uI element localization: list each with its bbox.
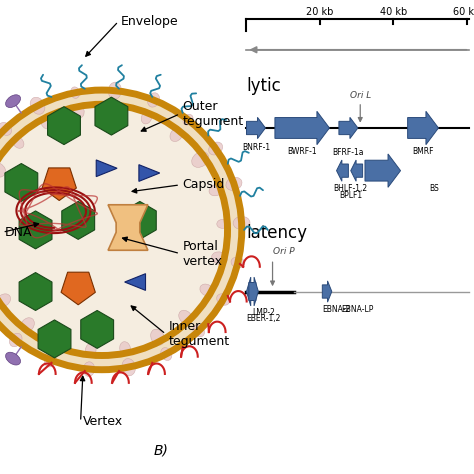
Ellipse shape <box>108 82 121 99</box>
Text: Ori L: Ori L <box>350 91 371 100</box>
Polygon shape <box>81 310 114 348</box>
Ellipse shape <box>209 184 223 196</box>
Ellipse shape <box>85 343 96 357</box>
Ellipse shape <box>73 104 84 118</box>
Text: EBNA-LP: EBNA-LP <box>341 305 374 314</box>
Polygon shape <box>5 164 38 201</box>
Polygon shape <box>47 107 81 145</box>
Ellipse shape <box>83 362 95 376</box>
Polygon shape <box>42 168 76 201</box>
Polygon shape <box>108 205 148 250</box>
Polygon shape <box>351 160 363 181</box>
Ellipse shape <box>233 217 250 229</box>
Text: BMRF: BMRF <box>412 147 434 156</box>
Ellipse shape <box>107 101 119 118</box>
Text: DNA: DNA <box>5 226 32 239</box>
Text: Vertex: Vertex <box>83 415 123 428</box>
Ellipse shape <box>9 333 22 346</box>
Polygon shape <box>139 164 160 182</box>
Text: latency: latency <box>246 224 308 242</box>
Ellipse shape <box>193 325 204 337</box>
Text: BHLF-1,2: BHLF-1,2 <box>334 184 368 193</box>
Text: BNRF-1: BNRF-1 <box>242 143 270 152</box>
Text: 60 kb: 60 kb <box>453 7 474 17</box>
Ellipse shape <box>170 128 183 142</box>
Polygon shape <box>19 211 52 249</box>
Polygon shape <box>96 160 117 177</box>
Polygon shape <box>275 111 329 145</box>
Text: Inner
tegument: Inner tegument <box>168 320 229 348</box>
Ellipse shape <box>191 152 209 167</box>
Polygon shape <box>322 281 332 302</box>
Ellipse shape <box>120 342 130 356</box>
Polygon shape <box>62 201 95 239</box>
Ellipse shape <box>211 252 228 264</box>
Polygon shape <box>408 111 438 145</box>
Ellipse shape <box>6 352 20 365</box>
Ellipse shape <box>179 310 192 324</box>
Polygon shape <box>337 160 348 181</box>
Ellipse shape <box>217 294 230 305</box>
Ellipse shape <box>161 347 172 360</box>
Ellipse shape <box>0 122 11 136</box>
Text: Envelope: Envelope <box>121 15 179 28</box>
Ellipse shape <box>151 329 164 345</box>
Text: BS: BS <box>429 184 439 193</box>
Polygon shape <box>19 273 52 310</box>
Ellipse shape <box>122 358 136 376</box>
Text: EBNA-2: EBNA-2 <box>322 305 351 314</box>
Polygon shape <box>249 277 258 306</box>
Polygon shape <box>246 118 265 138</box>
Text: Portal
vertex: Portal vertex <box>182 239 222 268</box>
Text: BPLF1: BPLF1 <box>339 191 362 200</box>
Ellipse shape <box>147 93 160 107</box>
Text: BWRF-1: BWRF-1 <box>287 147 317 156</box>
Ellipse shape <box>209 142 223 155</box>
Ellipse shape <box>52 336 62 348</box>
Circle shape <box>0 92 239 367</box>
Ellipse shape <box>71 87 80 99</box>
Ellipse shape <box>0 294 10 307</box>
Text: lytic: lytic <box>246 77 281 95</box>
Ellipse shape <box>13 137 24 148</box>
Polygon shape <box>246 277 256 306</box>
Ellipse shape <box>6 95 20 108</box>
Text: Outer
tegument: Outer tegument <box>182 100 244 128</box>
Ellipse shape <box>217 219 228 228</box>
Ellipse shape <box>30 97 45 114</box>
Polygon shape <box>123 201 156 239</box>
Text: 20 kb: 20 kb <box>306 7 334 17</box>
Text: Ori P: Ori P <box>273 247 294 256</box>
Ellipse shape <box>41 116 52 129</box>
Ellipse shape <box>45 353 56 367</box>
Text: B): B) <box>154 443 169 457</box>
Ellipse shape <box>20 318 34 332</box>
Polygon shape <box>365 154 401 187</box>
Polygon shape <box>125 273 146 291</box>
Ellipse shape <box>231 257 245 268</box>
Ellipse shape <box>183 114 193 125</box>
Text: Capsid: Capsid <box>182 178 225 191</box>
Text: LMP-2: LMP-2 <box>252 308 275 317</box>
Text: EBER-1,2: EBER-1,2 <box>246 314 281 323</box>
Text: 40 kb: 40 kb <box>380 7 407 17</box>
Polygon shape <box>61 272 95 305</box>
Ellipse shape <box>200 284 214 296</box>
Ellipse shape <box>141 111 152 124</box>
Ellipse shape <box>0 162 6 177</box>
Circle shape <box>0 107 225 353</box>
Ellipse shape <box>226 177 242 191</box>
Polygon shape <box>339 118 358 138</box>
Text: BFRF-1a: BFRF-1a <box>333 148 364 157</box>
Polygon shape <box>38 320 71 358</box>
Polygon shape <box>95 97 128 135</box>
